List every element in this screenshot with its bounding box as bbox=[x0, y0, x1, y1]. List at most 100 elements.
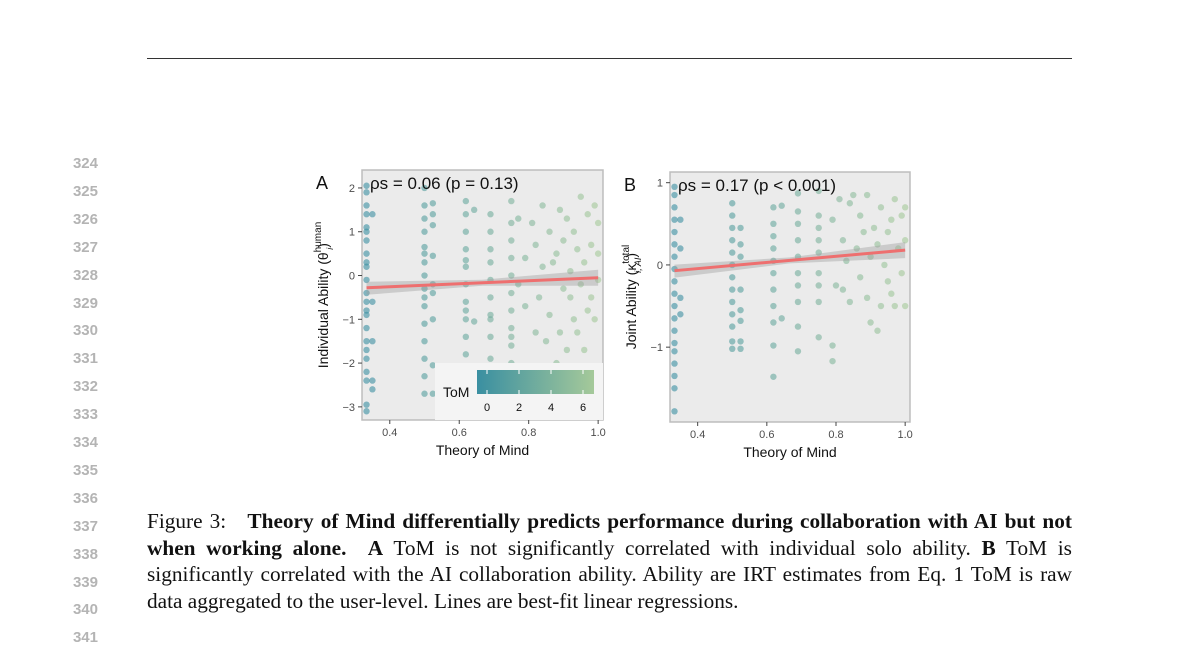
data-point bbox=[429, 221, 437, 229]
data-point bbox=[671, 372, 678, 380]
y-tick-label: 1 bbox=[657, 178, 663, 190]
data-point bbox=[677, 245, 684, 252]
data-point bbox=[815, 224, 822, 232]
data-point bbox=[839, 237, 847, 244]
data-point bbox=[363, 337, 370, 345]
line-number: 334 bbox=[72, 434, 98, 451]
correlation-annotation: ρs = 0.17 (p < 0.001) bbox=[678, 176, 836, 195]
data-point bbox=[671, 183, 678, 191]
data-point bbox=[671, 204, 678, 211]
data-point bbox=[850, 191, 857, 199]
data-point bbox=[591, 202, 598, 209]
data-point bbox=[421, 337, 428, 345]
data-point bbox=[429, 200, 437, 207]
colorbar-tick-label: 4 bbox=[548, 402, 554, 414]
data-point bbox=[671, 216, 678, 223]
data-point bbox=[563, 215, 571, 222]
line-number: 330 bbox=[72, 322, 98, 340]
data-point bbox=[421, 373, 428, 380]
data-point bbox=[877, 302, 885, 310]
data-point bbox=[770, 286, 777, 293]
header-rule bbox=[147, 58, 1072, 59]
line-number: 338 bbox=[72, 545, 98, 563]
data-point bbox=[860, 228, 867, 236]
panel-a: 0.4 0.6 0.8 1.0 −3 −2 −1 0 1 2 Theory of Mind Indiv… bbox=[313, 169, 606, 458]
data-point bbox=[770, 373, 777, 380]
data-point bbox=[546, 228, 553, 235]
data-point bbox=[535, 294, 543, 301]
data-point bbox=[671, 360, 678, 367]
data-point bbox=[508, 307, 515, 314]
data-point bbox=[421, 243, 428, 251]
data-point bbox=[421, 259, 428, 266]
x-tick-label: 0.8 bbox=[521, 427, 536, 439]
data-point bbox=[429, 211, 437, 218]
y-axis-label-sub: i bbox=[325, 247, 335, 250]
data-point bbox=[487, 311, 494, 319]
data-point bbox=[729, 200, 736, 207]
data-point bbox=[462, 256, 470, 264]
caption-label: Figure 3: bbox=[147, 509, 227, 533]
data-point bbox=[729, 286, 736, 293]
data-point bbox=[671, 385, 678, 392]
data-point bbox=[737, 224, 744, 232]
data-point bbox=[677, 216, 684, 223]
data-point bbox=[363, 276, 370, 284]
data-point bbox=[815, 212, 822, 219]
data-point bbox=[363, 259, 370, 266]
data-point bbox=[794, 190, 802, 197]
data-point bbox=[737, 345, 744, 353]
data-point bbox=[677, 311, 684, 318]
regression-line bbox=[674, 248, 906, 273]
data-point bbox=[508, 219, 515, 227]
y-axis-label-sup: total bbox=[621, 245, 632, 264]
data-point bbox=[577, 281, 584, 288]
data-point bbox=[815, 187, 822, 195]
line-number: 329 bbox=[72, 294, 98, 312]
data-point bbox=[874, 241, 881, 248]
data-point bbox=[794, 220, 802, 228]
data-point bbox=[549, 259, 557, 266]
data-point bbox=[421, 272, 428, 279]
x-tick-label: 0.4 bbox=[382, 427, 397, 439]
x-tick-label: 0.8 bbox=[828, 429, 843, 441]
data-point bbox=[853, 245, 860, 252]
data-point bbox=[421, 294, 428, 301]
data-point bbox=[737, 306, 744, 314]
plot-panel bbox=[669, 171, 911, 423]
data-point bbox=[729, 212, 736, 219]
data-point bbox=[429, 289, 437, 297]
data-point bbox=[567, 267, 574, 275]
data-point bbox=[462, 351, 470, 358]
data-point bbox=[574, 246, 581, 253]
data-point bbox=[884, 228, 892, 236]
data-point bbox=[671, 253, 678, 260]
data-point bbox=[363, 408, 370, 415]
data-point bbox=[770, 245, 777, 252]
y-tick-label: −2 bbox=[342, 358, 355, 370]
data-point bbox=[729, 323, 736, 330]
data-point bbox=[874, 327, 881, 334]
data-point bbox=[587, 241, 595, 249]
y-tick-label: 1 bbox=[349, 227, 355, 239]
data-point bbox=[508, 342, 515, 349]
data-point bbox=[770, 302, 777, 310]
y-tick-label: −1 bbox=[342, 314, 355, 326]
data-point bbox=[363, 250, 370, 257]
data-point bbox=[363, 346, 370, 354]
data-point bbox=[363, 289, 370, 297]
data-point bbox=[462, 298, 470, 305]
data-point bbox=[815, 237, 822, 244]
data-point bbox=[421, 355, 428, 362]
data-point bbox=[770, 204, 777, 211]
data-point bbox=[671, 348, 678, 355]
colorbar-tick-label: 0 bbox=[484, 402, 490, 414]
data-point bbox=[369, 211, 376, 218]
data-point bbox=[421, 320, 428, 327]
data-point bbox=[671, 278, 678, 285]
data-point bbox=[778, 315, 785, 322]
data-point bbox=[462, 263, 470, 270]
data-point bbox=[891, 302, 898, 310]
data-point bbox=[363, 211, 370, 218]
data-point bbox=[729, 249, 736, 256]
